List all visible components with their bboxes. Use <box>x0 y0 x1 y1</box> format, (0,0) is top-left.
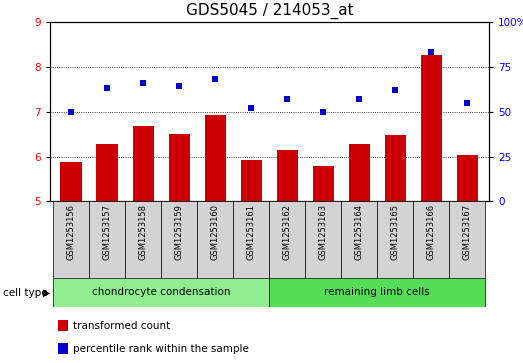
Bar <box>161 201 197 278</box>
Point <box>427 49 436 55</box>
Bar <box>378 201 413 278</box>
Bar <box>420 56 442 201</box>
Bar <box>204 115 226 201</box>
Bar <box>449 201 485 278</box>
Bar <box>384 135 406 201</box>
Point <box>139 80 147 86</box>
Text: GSM1253163: GSM1253163 <box>319 204 328 260</box>
Bar <box>168 134 190 201</box>
Text: GSM1253167: GSM1253167 <box>463 204 472 260</box>
Bar <box>457 155 478 201</box>
Bar <box>269 201 305 278</box>
Text: GSM1253158: GSM1253158 <box>139 204 148 260</box>
Bar <box>313 166 334 201</box>
Bar <box>241 160 262 201</box>
Bar <box>269 278 485 307</box>
Text: GSM1253159: GSM1253159 <box>175 204 184 260</box>
Point <box>247 105 256 111</box>
Text: GSM1253157: GSM1253157 <box>103 204 112 260</box>
Text: transformed count: transformed count <box>73 321 170 331</box>
Bar <box>277 150 298 201</box>
Bar <box>197 201 233 278</box>
Text: chondrocyte condensation: chondrocyte condensation <box>92 287 231 297</box>
Point <box>355 96 363 102</box>
Text: GSM1253161: GSM1253161 <box>247 204 256 260</box>
Bar <box>59 343 68 354</box>
Text: GSM1253156: GSM1253156 <box>67 204 76 260</box>
Bar <box>61 162 82 201</box>
Bar <box>59 320 68 331</box>
Bar <box>233 201 269 278</box>
Bar <box>342 201 378 278</box>
Text: remaining limb cells: remaining limb cells <box>324 287 430 297</box>
Point <box>67 109 75 115</box>
Text: GSM1253166: GSM1253166 <box>427 204 436 260</box>
Text: GSM1253164: GSM1253164 <box>355 204 364 260</box>
Point <box>391 87 400 93</box>
Bar <box>126 201 161 278</box>
Bar <box>53 201 89 278</box>
Text: cell type: cell type <box>3 288 47 298</box>
Point <box>463 100 472 106</box>
Title: GDS5045 / 214053_at: GDS5045 / 214053_at <box>186 3 353 19</box>
Text: ▶: ▶ <box>43 288 50 298</box>
Bar <box>53 278 269 307</box>
Bar <box>413 201 449 278</box>
Bar <box>97 144 118 201</box>
Text: percentile rank within the sample: percentile rank within the sample <box>73 344 248 354</box>
Text: GSM1253160: GSM1253160 <box>211 204 220 260</box>
Point <box>175 83 184 89</box>
Point <box>283 96 291 102</box>
Bar <box>132 126 154 201</box>
Bar <box>89 201 126 278</box>
Bar <box>348 144 370 201</box>
Text: GSM1253162: GSM1253162 <box>283 204 292 260</box>
Point <box>103 85 111 91</box>
Bar <box>305 201 342 278</box>
Text: GSM1253165: GSM1253165 <box>391 204 400 260</box>
Point <box>211 76 220 82</box>
Point <box>319 109 327 115</box>
